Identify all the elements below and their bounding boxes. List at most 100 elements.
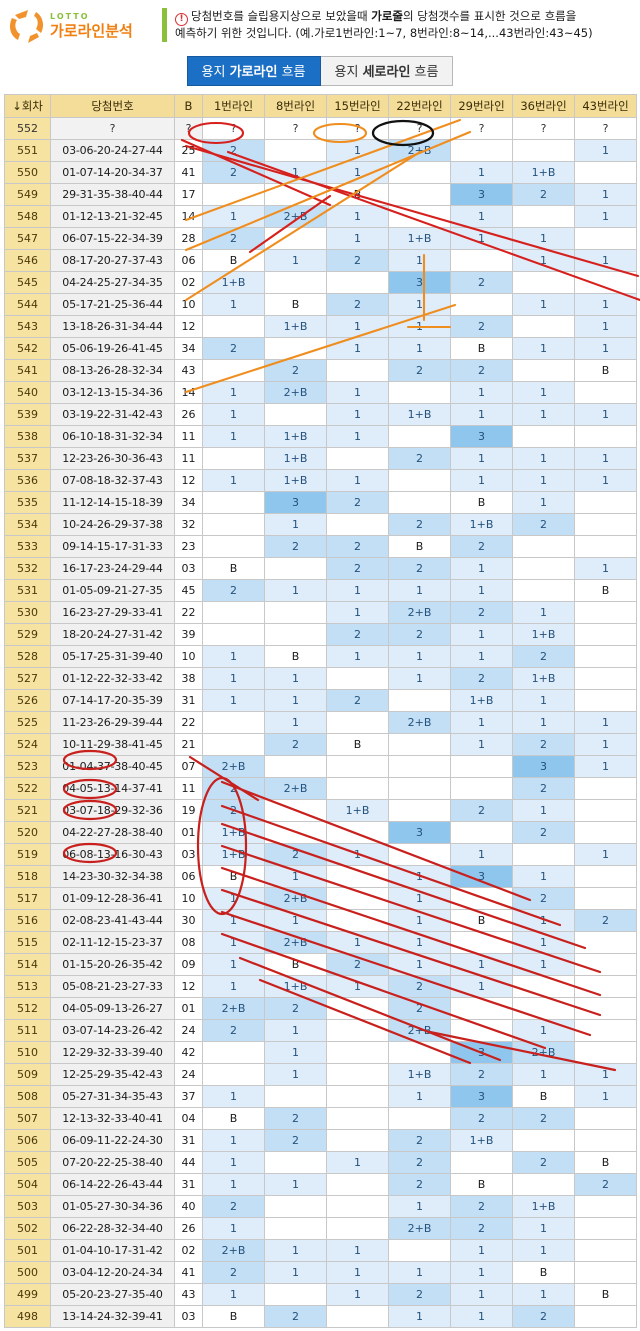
cell-winning-numbers: 04-22-27-28-38-40 (50, 821, 175, 844)
cell-winning-numbers: 16-17-23-24-29-44 (50, 557, 175, 580)
cell-round[interactable]: 523 (4, 755, 51, 778)
cell-round[interactable]: 510 (4, 1041, 51, 1064)
cell-round[interactable]: 531 (4, 579, 51, 602)
tab-horizontal-line-flow[interactable]: 용지 가로라인 흐름 (186, 56, 321, 86)
cell-round[interactable]: 533 (4, 535, 51, 558)
cell-round[interactable]: 514 (4, 953, 51, 976)
cell-round[interactable]: 505 (4, 1151, 51, 1174)
cell-round[interactable]: 512 (4, 997, 51, 1020)
cell-winning-numbers: 18-20-24-27-31-42 (50, 623, 175, 646)
cell-round[interactable]: 537 (4, 447, 51, 470)
cell-round[interactable]: 518 (4, 865, 51, 888)
cell-round[interactable]: 522 (4, 777, 51, 800)
cell-line-29: 3 (450, 183, 513, 206)
cell-round[interactable]: 519 (4, 843, 51, 866)
cell-line-1 (202, 183, 265, 206)
cell-line-36: 1+B (512, 623, 575, 646)
col-header-round[interactable]: ↓회차 (4, 94, 51, 118)
cell-bonus-number: 12 (174, 469, 203, 492)
cell-round[interactable]: 525 (4, 711, 51, 734)
cell-winning-numbers: 07-20-22-25-38-40 (50, 1151, 175, 1174)
cell-bonus-number: 03 (174, 1305, 203, 1328)
cell-round[interactable]: 503 (4, 1195, 51, 1218)
cell-round[interactable]: 532 (4, 557, 51, 580)
cell-winning-numbers: 13-14-24-32-39-41 (50, 1305, 175, 1328)
cell-round[interactable]: 526 (4, 689, 51, 712)
cell-line-36: 2 (512, 821, 575, 844)
cell-round[interactable]: 539 (4, 403, 51, 426)
cell-round[interactable]: 501 (4, 1239, 51, 1262)
tab-horizontal-em: 가로라인 (229, 65, 278, 80)
cell-round[interactable]: 513 (4, 975, 51, 998)
cell-round[interactable]: 528 (4, 645, 51, 668)
cell-round[interactable]: 502 (4, 1217, 51, 1240)
cell-round[interactable]: 511 (4, 1019, 51, 1042)
cell-line-8: 1 (264, 865, 327, 888)
cell-round[interactable]: 540 (4, 381, 51, 404)
tab-vertical-line-flow[interactable]: 용지 세로라인 흐름 (320, 56, 454, 86)
cell-round[interactable]: 509 (4, 1063, 51, 1086)
cell-round[interactable]: 515 (4, 931, 51, 954)
col-header-line-43: 43번라인 (574, 94, 637, 118)
cell-round[interactable]: 551 (4, 139, 51, 162)
cell-bonus-number: 28 (174, 227, 203, 250)
cell-round[interactable]: 516 (4, 909, 51, 932)
cell-round[interactable]: 517 (4, 887, 51, 910)
cell-line-15 (326, 667, 389, 690)
cell-line-15 (326, 1107, 389, 1130)
cell-round[interactable]: 545 (4, 271, 51, 294)
cell-round[interactable]: 547 (4, 227, 51, 250)
cell-round[interactable]: 552 (4, 117, 51, 140)
cell-line-43: 1 (574, 315, 637, 338)
cell-round[interactable]: 506 (4, 1129, 51, 1152)
table-row: 508 05-27-31-34-35-43 37 1 1 3 B 1 (4, 1085, 637, 1108)
cell-round[interactable]: 500 (4, 1261, 51, 1284)
cell-round[interactable]: 534 (4, 513, 51, 536)
cell-line-8: 2+B (264, 887, 327, 910)
cell-bonus-number: 10 (174, 293, 203, 316)
table-row: 552????????? (4, 117, 637, 140)
cell-round[interactable]: 538 (4, 425, 51, 448)
cell-line-43: 1 (574, 755, 637, 778)
cell-round[interactable]: 536 (4, 469, 51, 492)
cell-round[interactable]: 504 (4, 1173, 51, 1196)
cell-round[interactable]: 535 (4, 491, 51, 514)
cell-line-36: 1 (512, 931, 575, 954)
cell-winning-numbers: 01-12-13-21-32-45 (50, 205, 175, 228)
cell-round[interactable]: 549 (4, 183, 51, 206)
cell-round[interactable]: 548 (4, 205, 51, 228)
cell-round[interactable]: 542 (4, 337, 51, 360)
cell-line-22: 2 (388, 997, 451, 1020)
cell-line-43: 1 (574, 733, 637, 756)
cell-round[interactable]: 530 (4, 601, 51, 624)
cell-round[interactable]: 529 (4, 623, 51, 646)
cell-line-22: 3 (388, 821, 451, 844)
cell-round[interactable]: 524 (4, 733, 51, 756)
cell-round[interactable]: 546 (4, 249, 51, 272)
cell-round[interactable]: 550 (4, 161, 51, 184)
cell-round[interactable]: 498 (4, 1305, 51, 1328)
cell-line-8: 1 (264, 513, 327, 536)
cell-line-1: 1 (202, 1085, 265, 1108)
cell-line-36: 1 (512, 1019, 575, 1042)
col-header-line-22: 22번라인 (388, 94, 451, 118)
cell-line-29: B (450, 1173, 513, 1196)
cell-round[interactable]: 520 (4, 821, 51, 844)
cell-line-36: 2+B (512, 1041, 575, 1064)
cell-line-1: 1 (202, 1217, 265, 1240)
cell-round[interactable]: 508 (4, 1085, 51, 1108)
cell-round[interactable]: 499 (4, 1283, 51, 1306)
cell-winning-numbers: 12-29-32-33-39-40 (50, 1041, 175, 1064)
cell-line-8: 2+B (264, 931, 327, 954)
cell-round[interactable]: 527 (4, 667, 51, 690)
cell-line-1: B (202, 249, 265, 272)
cell-round[interactable]: 507 (4, 1107, 51, 1130)
cell-round[interactable]: 541 (4, 359, 51, 382)
cell-bonus-number: 11 (174, 447, 203, 470)
cell-round[interactable]: 544 (4, 293, 51, 316)
cell-line-29 (450, 1151, 513, 1174)
cell-line-8 (264, 755, 327, 778)
cell-round[interactable]: 543 (4, 315, 51, 338)
cell-round[interactable]: 521 (4, 799, 51, 822)
table-row: 509 12-25-29-35-42-43 24 1 1+B 2 1 1 (4, 1063, 637, 1086)
